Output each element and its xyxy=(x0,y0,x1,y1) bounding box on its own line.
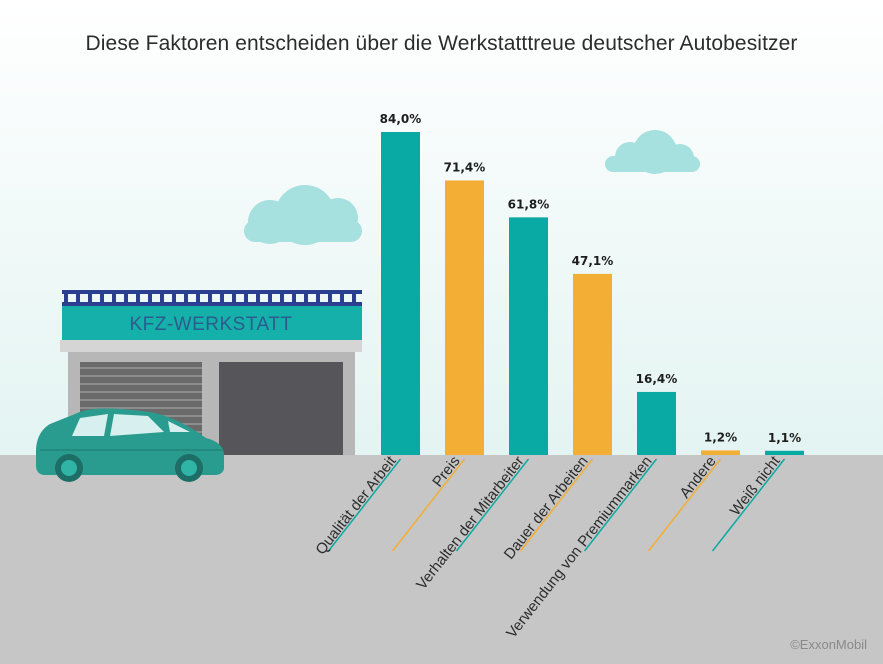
value-label: 84,0% xyxy=(380,112,422,126)
workshop-sign-text: KFZ-WERKSTATT xyxy=(129,314,292,335)
category-leader-line xyxy=(391,458,466,552)
garage-door-open xyxy=(219,362,343,455)
value-label: 1,2% xyxy=(704,430,737,444)
category-leader-line xyxy=(327,458,402,552)
bar xyxy=(637,391,676,455)
bar xyxy=(573,273,612,455)
value-label: 71,4% xyxy=(444,160,486,174)
workshop-sign xyxy=(62,306,362,340)
bar xyxy=(765,450,804,455)
category-leader-line xyxy=(519,458,594,552)
value-label: 1,1% xyxy=(768,431,801,445)
chart-title: Diese Faktoren entscheiden über die Werk… xyxy=(85,32,798,55)
copyright-credit: ©ExxonMobil xyxy=(790,637,867,652)
bar xyxy=(445,180,484,455)
cloud-left xyxy=(244,185,362,245)
ground xyxy=(0,455,883,664)
bar xyxy=(509,217,548,455)
value-label: 61,8% xyxy=(508,197,550,211)
cloud-right xyxy=(605,130,700,174)
category-leader-line xyxy=(647,458,722,552)
value-label: 16,4% xyxy=(636,372,678,386)
bar xyxy=(701,450,740,455)
category-leader-line xyxy=(711,458,786,552)
category-leader-line xyxy=(455,458,530,552)
value-label: 47,1% xyxy=(572,254,614,268)
car-illustration xyxy=(36,408,224,482)
category-leader-line xyxy=(583,458,658,552)
bar xyxy=(381,132,420,455)
